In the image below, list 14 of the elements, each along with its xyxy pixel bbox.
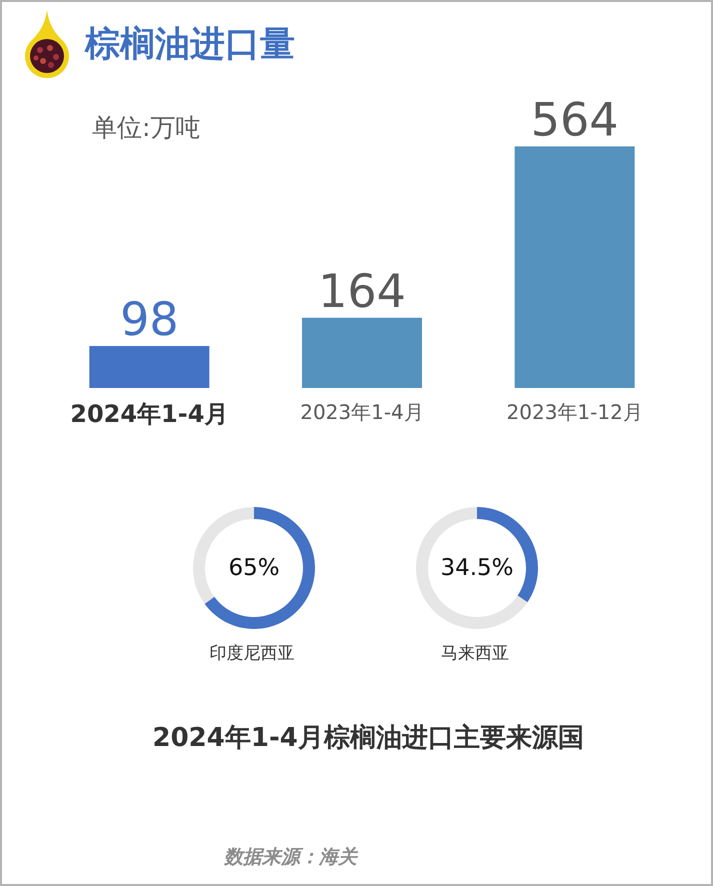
data-label: 34.5% — [440, 555, 514, 581]
x-tick-label: 2024年1-4月 — [70, 400, 228, 428]
data-label: 564 — [530, 92, 619, 146]
data-label: 98 — [120, 292, 179, 346]
source-note: 数据来源：海关 — [224, 845, 357, 870]
text: 2024年1-4月棕榈油进口主要来源国 — [152, 722, 584, 755]
data-label: 65% — [228, 555, 280, 581]
text: 马来西亚 — [441, 644, 509, 664]
text: 印度尼西亚 — [210, 644, 294, 664]
chart-title: 棕榈油进口量 — [84, 24, 295, 64]
data-label: 164 — [318, 264, 406, 318]
x-tick-label: 2023年1-12月 — [506, 400, 643, 424]
x-tick-label: 2023年1-4月 — [300, 400, 424, 424]
text: 单位:万吨 — [92, 112, 200, 144]
